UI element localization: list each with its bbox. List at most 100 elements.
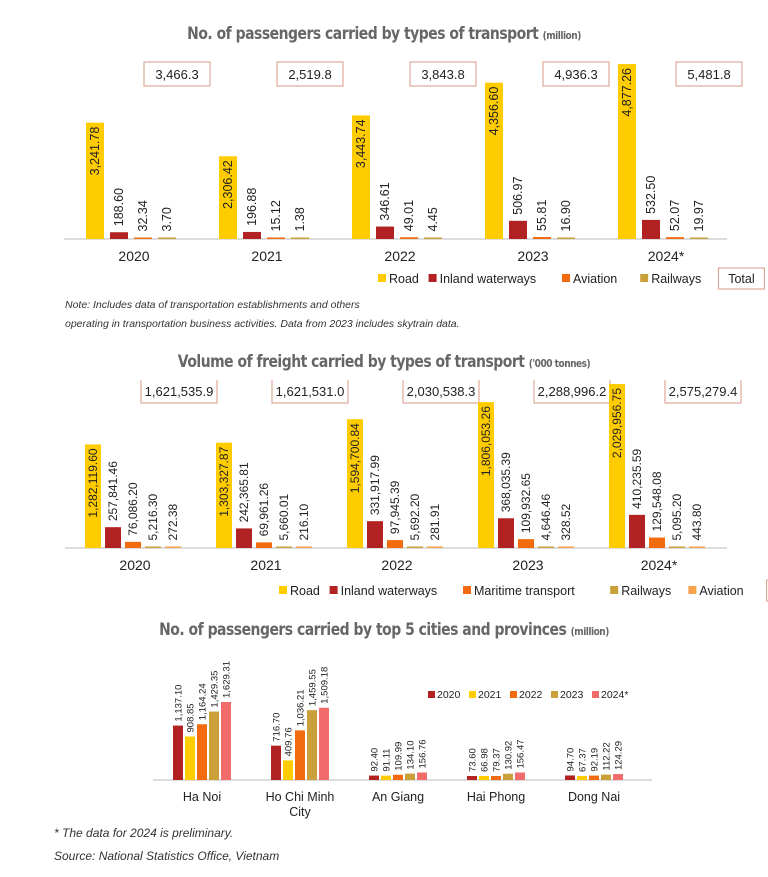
bar-aviation-2024* (666, 237, 684, 239)
data-label-railways-2023: 16.90 (559, 200, 573, 231)
x-tick-label-2021: 2021 (251, 248, 282, 264)
total-label-2022: 3,843.8 (421, 67, 464, 82)
legend-label-2023: 2023 (560, 689, 584, 701)
data-label-2021-an-giang: 91.11 (382, 749, 393, 772)
bar-road-2024* (618, 64, 636, 239)
bar-inland-waterways-2021 (236, 528, 252, 548)
data-label-inland-waterways-2023: 368,035.39 (499, 452, 513, 512)
total-label-2020: 1,621,535.9 (145, 384, 214, 399)
data-label-railways-2024*: 5,095.20 (670, 493, 684, 540)
legend-label-inland-waterways: Inland waterways (341, 584, 438, 598)
data-label-road-2023: 1,806,053.26 (479, 406, 493, 476)
legend-label-road: Road (290, 584, 320, 598)
bar-road-2022 (352, 115, 370, 239)
x-tick-label-ha-noi: Ha Noi (183, 790, 221, 804)
top5-cities-chart: 1,137.10 908.85 1,164.24 1,429.35 1,629.31 Ha… (153, 661, 652, 819)
data-label-2023-hai-phong: 130.92 (504, 741, 515, 770)
x-tick-label-dong-nai: Dong Nai (568, 790, 620, 804)
legend-label-2024: 2024* (601, 689, 628, 701)
data-label-2022-an-giang: 109.99 (394, 742, 405, 771)
legend-label-2022: 2022 (519, 689, 543, 701)
bar-road-2021 (216, 442, 232, 548)
bar-aviation-2020 (134, 237, 152, 239)
data-label-2021-ha-noi: 908.85 (186, 703, 197, 732)
bar-inland-waterways-2023 (509, 220, 527, 239)
bar-2021-ha-noi (185, 736, 195, 780)
data-label-inland-waterways-2020: 188.60 (112, 188, 126, 226)
bar-aviation-2023 (558, 546, 574, 548)
legend-swatch-2021 (469, 691, 476, 698)
data-label-aviation-2021: 15.12 (269, 200, 283, 231)
data-label-2024-ho-chi-minh-city: 1,509.18 (320, 667, 331, 704)
legend-swatch-aviation (688, 586, 697, 594)
total-box-2020 (143, 61, 211, 87)
total-label-2023: 2,288,996.2 (538, 384, 607, 399)
bar-2021-ho-chi-minh-city (283, 760, 293, 780)
bar-2020-an-giang (369, 775, 379, 780)
data-label-2022-hai-phong: 79.37 (492, 748, 503, 772)
bar-2023-ha-noi (209, 711, 219, 780)
data-label-2020-dong-nai: 94.70 (566, 748, 577, 772)
bar-2024-hai-phong (515, 772, 525, 780)
bar-inland-waterways-2021 (243, 231, 261, 239)
bar-road-2023 (485, 82, 503, 239)
bar-inland-waterways-2024* (642, 219, 660, 239)
x-tick-label-an-giang: An Giang (372, 790, 424, 804)
data-label-inland-waterways-2023: 506.97 (511, 177, 525, 215)
bar-railways-2023 (538, 546, 554, 548)
bar-aviation-2021 (296, 546, 312, 548)
note-line-1: Note: Includes data of transportation es… (65, 299, 360, 311)
bar-inland-waterways-2022 (367, 521, 383, 548)
bar-2022-hai-phong (491, 776, 501, 780)
data-label-railways-2021: 5,660.01 (277, 493, 291, 540)
legend-label-aviation: Aviation (573, 272, 617, 286)
chart3-title-text: No. of passengers carried by top 5 citie… (159, 620, 567, 640)
bar-2024-dong-nai (613, 774, 623, 780)
bar-inland-waterways-2022 (376, 226, 394, 239)
bar-aviation-2022 (400, 237, 418, 239)
data-label-road-2024*: 2,029,956.75 (610, 388, 624, 458)
chart2-title-text: Volume of freight carried by types of tr… (177, 352, 525, 372)
data-label-railways-2023: 4,646.46 (539, 493, 553, 540)
chart1-unit: (million) (542, 29, 582, 42)
legend-swatch-railways (640, 274, 649, 282)
legend-label-2020: 2020 (437, 689, 461, 701)
total-label-2024*: 5,481.8 (687, 67, 730, 82)
data-label-2024-an-giang: 156.76 (418, 739, 429, 768)
total-label-2020: 3,466.3 (155, 67, 198, 82)
legend-swatch-2022 (510, 691, 517, 698)
bar-2022-an-giang (393, 774, 403, 780)
data-label-road-2022: 1,594,700.84 (348, 423, 362, 493)
data-label-2023-dong-nai: 112.22 (602, 742, 613, 770)
legend-label-railways: Railways (651, 272, 701, 286)
data-label-railways-2024*: 19.97 (692, 200, 706, 231)
bar-road-2024* (609, 384, 625, 548)
data-label-road-2021: 2,306.42 (221, 160, 235, 209)
data-label-2023-an-giang: 134.10 (406, 741, 417, 770)
data-label-road-2023: 4,356.60 (487, 87, 501, 136)
bar-2023-hai-phong (503, 773, 513, 780)
total-box-2022 (402, 380, 480, 404)
bar-maritime-transport-2023 (518, 539, 534, 548)
data-label-road-2021: 1,303,327.87 (217, 446, 231, 516)
bar-road-2020 (85, 444, 101, 548)
bar-railways-2020 (145, 546, 161, 548)
data-label-2024-dong-nai: 124.29 (614, 741, 625, 770)
total-label-2021: 2,519.8 (288, 67, 331, 82)
bar-railways-2022 (407, 546, 423, 548)
legend-swatch-2023 (551, 691, 558, 698)
data-label-2022-ho-chi-minh-city: 1,036.21 (296, 689, 307, 726)
bar-aviation-2022 (427, 546, 443, 548)
bar-road-2022 (347, 419, 363, 548)
x-tick-label-hai-phong: Hai Phong (467, 790, 525, 804)
data-label-road-2022: 3,443.74 (354, 119, 368, 168)
legend-swatch-2024 (592, 691, 599, 698)
legend-label-railways: Railways (621, 584, 671, 598)
bar-road-2023 (478, 402, 494, 548)
bar-inland-waterways-2023 (498, 518, 514, 548)
data-label-railways-2021: 1.38 (293, 207, 307, 231)
total-label-2021: 1,621,531.0 (276, 384, 345, 399)
bar-railways-2023 (557, 237, 575, 239)
bar-railways-2021 (276, 546, 292, 548)
legend-swatch-aviation (562, 274, 570, 282)
